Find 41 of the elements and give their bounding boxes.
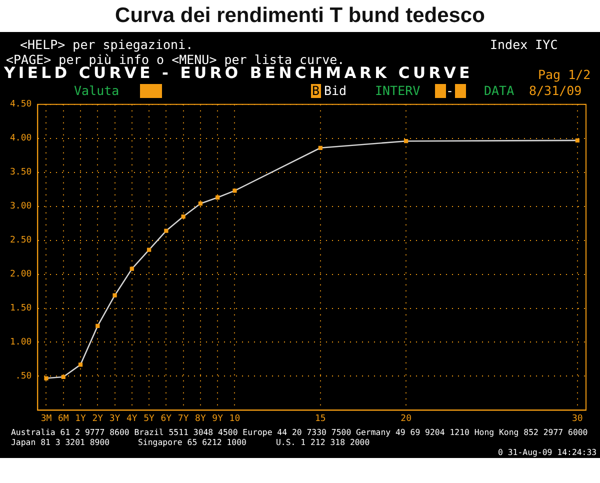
text: Singapore 65 6212 1000 xyxy=(138,437,246,447)
text: Japan 81 3 3201 8900 xyxy=(11,437,110,447)
y-tick-label: 4.00 xyxy=(10,134,32,144)
x-tick-label: 4Y xyxy=(126,414,138,424)
x-tick-label: 7Y xyxy=(178,414,190,424)
text: Australia 61 2 9777 8600 Brazil 5511 3048 4500 Europe 44 20 7330 7500 Germany 49 69 9204 1210 Hong Kong 852 2977 6000 xyxy=(11,427,588,437)
x-tick-label: 9Y xyxy=(212,414,224,424)
y-tick-label: .50 xyxy=(15,372,32,382)
x-tick-label: 20 xyxy=(400,414,412,424)
text: - xyxy=(446,83,454,98)
chart-title: Curva dei rendimenti T bund tedesco xyxy=(114,4,486,28)
text: 8/31/09 xyxy=(529,83,582,98)
y-tick-label: 1.50 xyxy=(10,304,32,314)
x-tick-label: 6Y xyxy=(160,414,172,424)
x-tick-label: 6M xyxy=(58,414,70,424)
text: U.S. 1 212 318 2000 xyxy=(276,437,370,447)
x-tick-label: 1Y xyxy=(75,414,87,424)
text: DATA xyxy=(484,83,514,98)
x-tick-label: 10 xyxy=(229,414,240,424)
text: B xyxy=(311,83,321,98)
text: Valuta xyxy=(74,83,120,98)
y-tick-label: 2.00 xyxy=(10,270,32,280)
y-tick-label: 2.50 xyxy=(10,236,32,246)
text: <PAGE> per più info o <MENU> per lista curve. xyxy=(6,52,345,67)
y-tick-label: 3.00 xyxy=(10,202,32,212)
x-tick-label: 15 xyxy=(314,414,326,424)
text: <HELP> per spiegazioni. xyxy=(20,37,194,52)
x-tick-label: 2Y xyxy=(92,414,104,424)
x-tick-label: 8Y xyxy=(195,414,206,424)
x-tick-label: 5Y xyxy=(144,414,156,424)
y-tick-label: 4.50 xyxy=(10,100,32,110)
y-tick-label: 1.00 xyxy=(10,338,32,348)
x-tick-label: 30 xyxy=(572,414,583,424)
x-tick-label: 3M xyxy=(40,414,52,424)
text: 0 31-Aug-09 14:24:33 xyxy=(498,447,597,457)
text: Index IYC xyxy=(490,37,558,52)
text: INTERV xyxy=(375,83,420,98)
y-tick-label: 3.50 xyxy=(10,168,32,178)
text: Pag 1/2 xyxy=(538,67,591,82)
x-tick-label: 3Y xyxy=(109,414,121,424)
text: Bid xyxy=(324,83,347,98)
